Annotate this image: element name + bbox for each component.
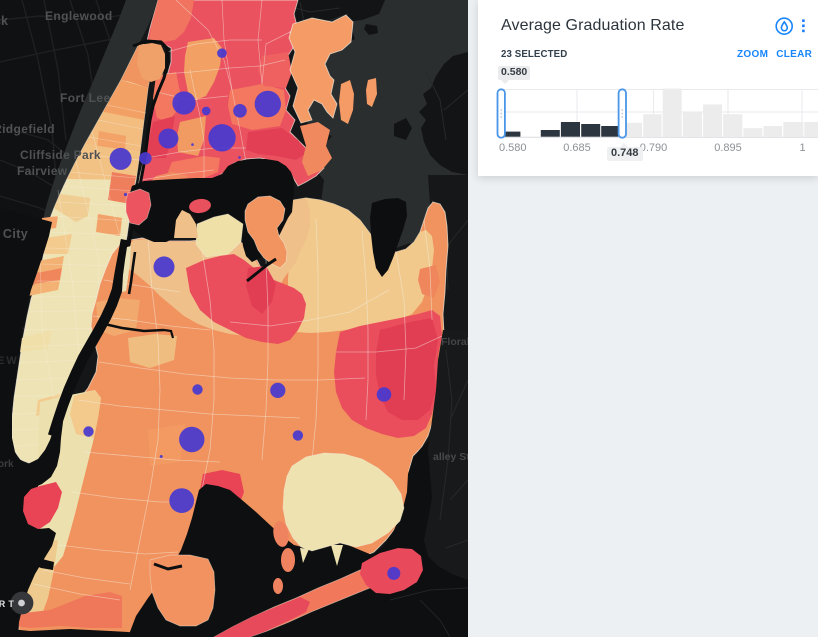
svg-text:Englewood: Englewood	[45, 9, 113, 23]
svg-text:Ridgefield: Ridgefield	[0, 122, 55, 136]
svg-text:Fort Lee: Fort Lee	[60, 91, 111, 105]
svg-text:0.895: 0.895	[714, 142, 742, 154]
svg-text:ork: ork	[0, 459, 14, 470]
svg-text:0.790: 0.790	[640, 142, 668, 154]
svg-text:Cliffside Park: Cliffside Park	[20, 148, 101, 162]
svg-text:ck: ck	[0, 14, 8, 28]
svg-text:Fairview: Fairview	[17, 164, 68, 178]
svg-text:1: 1	[799, 142, 805, 154]
svg-text:n City: n City	[0, 227, 28, 241]
svg-text:Floral: Floral	[441, 336, 468, 348]
svg-text:0.685: 0.685	[563, 142, 591, 154]
svg-text:0.580: 0.580	[499, 142, 527, 154]
svg-text:ART: ART	[0, 599, 17, 609]
svg-text:EW: EW	[0, 355, 19, 367]
svg-text:alley St: alley St	[433, 451, 468, 463]
